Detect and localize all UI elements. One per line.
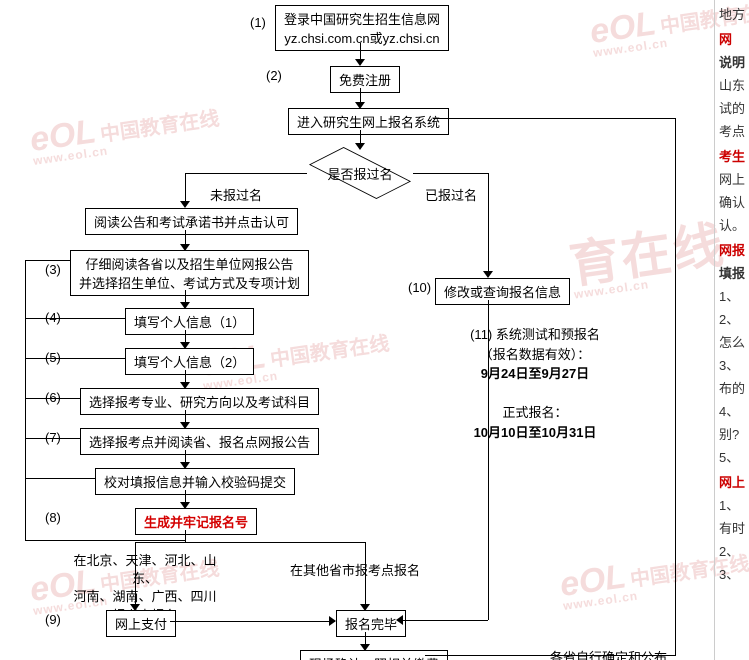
step-login-line1: 登录中国研究生招生信息网 <box>284 9 440 28</box>
decision-label: 是否报过名 <box>305 148 415 198</box>
step-read-agreement: 阅读公告和考试承诺书并点击认可 <box>85 208 298 235</box>
side-text: 别? <box>719 424 749 443</box>
side-text: 确认 <box>719 192 749 211</box>
watermark: eOL中国教育在线 www.eol.cn <box>28 97 222 167</box>
step-number-10: (10) <box>408 280 431 295</box>
step-register: 免费注册 <box>330 66 400 93</box>
timeline-note: (11) 系统测试和预报名 （报名数据有效）： 9月24日至9月27日 正式报名… <box>445 325 625 442</box>
side-text: 2、 <box>719 309 749 328</box>
step-pay-online: 网上支付 <box>106 610 176 637</box>
step-number-3: (3) <box>45 262 61 277</box>
step-generate-number: 生成并牢记报名号 <box>135 508 257 535</box>
step-info-1: 填写个人信息（1） <box>125 308 254 335</box>
step-number-2: (2) <box>266 68 282 83</box>
branch-label-right: 已报过名 <box>425 185 477 204</box>
watermark: 育在线www.eol.cn <box>567 219 730 300</box>
side-text: 4、 <box>719 401 749 420</box>
right-sidebar: 地方 网 说明 山东 试的 考点 考生 网上 确认 认。 网报 填报 1、 2、… <box>714 0 749 660</box>
side-text: 填报 <box>719 263 749 282</box>
step-number-11: (11) <box>470 327 492 342</box>
side-text: 1、 <box>719 286 749 305</box>
side-text: 网上 <box>719 169 749 188</box>
step-enter-system: 进入研究生网上报名系统 <box>288 108 449 135</box>
side-text: 5、 <box>719 447 749 466</box>
step-modify-query: 修改或查询报名信息 <box>435 278 570 305</box>
side-text: 1、 <box>719 495 749 514</box>
side-heading: 网 <box>719 29 749 48</box>
side-text: 怎么 <box>719 332 749 351</box>
side-text: 考点 <box>719 121 749 140</box>
side-text: 山东 <box>719 75 749 94</box>
side-text: 布的 <box>719 378 749 397</box>
branch-label-left: 未报过名 <box>210 185 262 204</box>
step-info-2: 填写个人信息（2） <box>125 348 254 375</box>
step-login-line2: yz.chsi.com.cn或yz.chsi.cn <box>284 28 440 47</box>
step-number-1: (1) <box>250 15 266 30</box>
step-number-8: (8) <box>45 510 61 525</box>
side-heading: 网上 <box>719 472 749 491</box>
side-heading: 考生 <box>719 146 749 165</box>
step-read-bulletin-l1: 仔细阅读各省以及招生单位网报公告 <box>79 254 300 273</box>
decision-registered: 是否报过名 <box>305 148 415 198</box>
step-verify: 校对填报信息并输入校验码提交 <box>95 468 295 495</box>
side-heading: 网报 <box>719 240 749 259</box>
step-read-bulletin-l2: 并选择招生单位、考试方式及专项计划 <box>79 273 300 292</box>
side-text: 说明 <box>719 52 749 71</box>
step-exam-site: 选择报考点并阅读省、报名点网报公告 <box>80 428 319 455</box>
side-text: 试的 <box>719 98 749 117</box>
side-text: 2、 <box>719 541 749 560</box>
step-number-9: (9) <box>45 612 61 627</box>
step-major: 选择报考专业、研究方向以及考试科目 <box>80 388 319 415</box>
branch-other-provinces: 在其他省市报考点报名 <box>290 560 420 579</box>
provincial-note: 各省自行确定和公布 <box>550 648 667 660</box>
side-text: 地方 <box>719 4 749 23</box>
side-text: 有时 <box>719 518 749 537</box>
step-read-bulletin: 仔细阅读各省以及招生单位网报公告 并选择招生单位、考试方式及专项计划 <box>70 250 309 296</box>
side-text: 认。 <box>719 215 749 234</box>
side-text: 3、 <box>719 564 749 583</box>
side-text: 3、 <box>719 355 749 374</box>
step-login: 登录中国研究生招生信息网 yz.chsi.com.cn或yz.chsi.cn <box>275 5 449 51</box>
